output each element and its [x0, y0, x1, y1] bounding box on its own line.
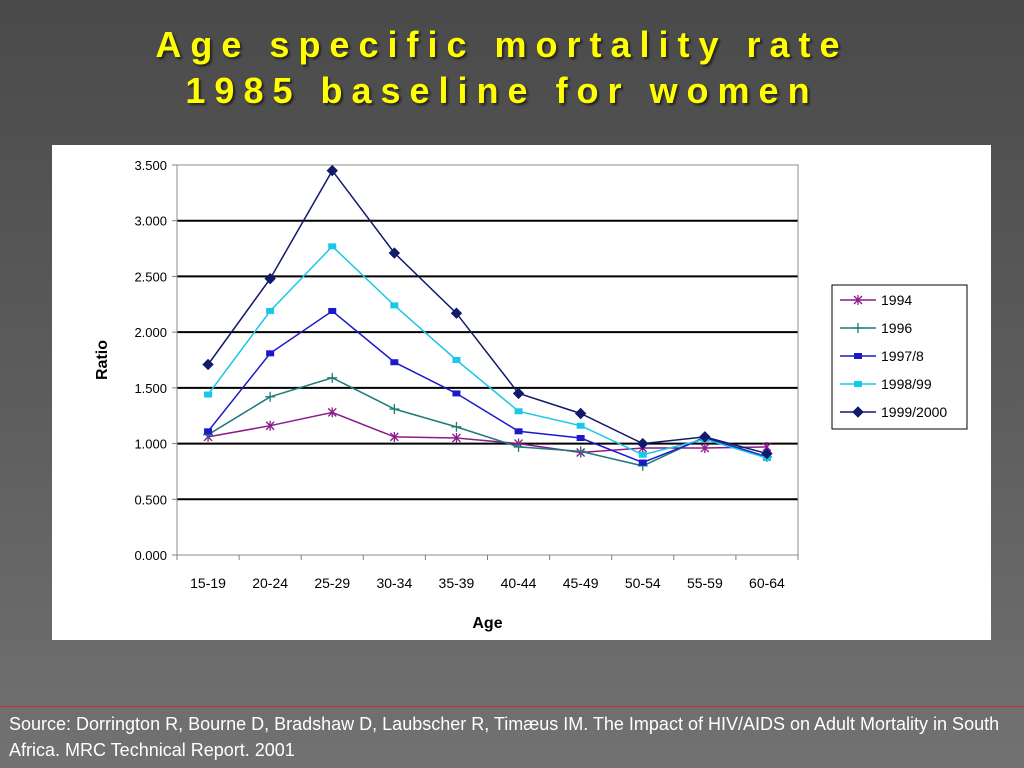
x-tick-label: 50-54	[625, 575, 661, 591]
x-axis-title: Age	[472, 615, 502, 632]
data-point	[388, 247, 401, 259]
data-point	[451, 421, 462, 432]
data-point	[389, 404, 400, 415]
series-line	[207, 169, 768, 455]
data-point	[514, 428, 523, 435]
data-point	[452, 390, 461, 397]
data-point	[266, 350, 275, 357]
series-lines	[202, 164, 773, 471]
y-tick-label: 2.000	[134, 325, 167, 340]
data-point	[328, 307, 337, 314]
legend-label: 1999/2000	[881, 404, 947, 420]
series-line	[207, 411, 768, 454]
source-citation: Source: Dorrington R, Bourne D, Bradshaw…	[9, 714, 1000, 760]
data-point	[575, 446, 586, 457]
legend-entry: 1994	[840, 292, 912, 308]
data-point	[266, 307, 275, 314]
plot-area-background	[177, 165, 798, 555]
y-tick-label: 1.000	[134, 437, 167, 452]
legend-label: 1994	[881, 292, 912, 308]
slide-title-line-2: 1985 baseline for women	[185, 70, 819, 111]
data-point	[451, 433, 461, 443]
source-divider	[0, 706, 1024, 707]
data-point	[202, 358, 214, 371]
data-point	[204, 428, 213, 435]
data-point	[390, 359, 399, 366]
series-line	[207, 245, 768, 459]
mortality-line-chart: 0.000 0.500 1.000 1.500 2.000 2.500 3.000 3.500…	[94, 158, 968, 632]
y-tick-label: 3.000	[134, 214, 167, 229]
x-tick-label: 30-34	[376, 575, 412, 591]
legend-label: 1997/8	[881, 348, 924, 364]
data-point	[576, 422, 585, 429]
x-tick-label: 20-24	[252, 575, 288, 591]
series-line	[207, 376, 768, 467]
y-tick-label: 0.000	[134, 548, 167, 563]
series-4	[202, 164, 773, 460]
y-tick-label: 0.500	[134, 492, 167, 507]
data-point	[854, 353, 862, 359]
data-point	[638, 451, 647, 458]
legend-entry: 1998/99	[840, 376, 932, 392]
y-axis-title: Ratio	[94, 340, 111, 380]
data-point	[514, 408, 523, 415]
data-point	[452, 357, 461, 363]
x-tick-label: 60-64	[749, 575, 785, 591]
x-tick-label: 55-59	[687, 575, 723, 591]
data-point	[574, 407, 587, 420]
x-tick-label: 25-29	[314, 575, 350, 591]
legend: 1994 1996 1997/8 1998/99 1999/2000	[831, 284, 968, 430]
data-point	[700, 443, 710, 454]
data-point	[576, 435, 585, 441]
data-point	[852, 406, 864, 418]
data-point	[204, 391, 213, 398]
data-point	[265, 420, 275, 431]
data-point	[513, 441, 524, 452]
slide-title-line-1: Age specific mortality rate	[155, 24, 849, 65]
data-point	[761, 447, 773, 460]
data-point	[638, 459, 647, 466]
legend-entry: 1997/8	[840, 348, 924, 364]
chart-panel: 0.000 0.500 1.000 1.500 2.000 2.500 3.000 3.500…	[52, 145, 991, 640]
y-tick-label: 3.500	[134, 158, 167, 173]
data-point	[450, 307, 463, 319]
y-tick-label: 2.500	[134, 269, 167, 284]
axis-ticks: 0.000 0.500 1.000 1.500 2.000 2.500 3.000 3.500…	[134, 158, 799, 591]
data-point	[853, 323, 863, 333]
series-line	[207, 310, 768, 464]
data-point	[326, 164, 338, 177]
data-point	[327, 372, 338, 383]
data-point	[390, 302, 399, 309]
slide-title: Age specific mortality rate 1985 baselin…	[0, 22, 1004, 114]
y-tick-label: 1.500	[134, 381, 167, 396]
data-point	[854, 381, 862, 387]
data-point	[327, 407, 337, 418]
data-point	[265, 391, 276, 402]
x-tick-label: 40-44	[501, 575, 537, 591]
gridlines	[177, 165, 798, 555]
legend-entry: 1996	[840, 320, 912, 336]
data-point	[389, 431, 399, 442]
x-tick-label: 35-39	[439, 575, 475, 591]
legend-label: 1996	[881, 320, 912, 336]
x-tick-label: 15-19	[190, 575, 226, 591]
data-point	[699, 431, 711, 443]
data-point	[328, 243, 337, 250]
data-point	[853, 295, 863, 305]
x-tick-label: 45-49	[563, 575, 599, 591]
legend-label: 1998/99	[881, 376, 932, 392]
data-point	[637, 437, 649, 450]
legend-entry: 1999/2000	[840, 404, 947, 420]
data-point	[512, 387, 525, 400]
data-point	[264, 272, 276, 285]
